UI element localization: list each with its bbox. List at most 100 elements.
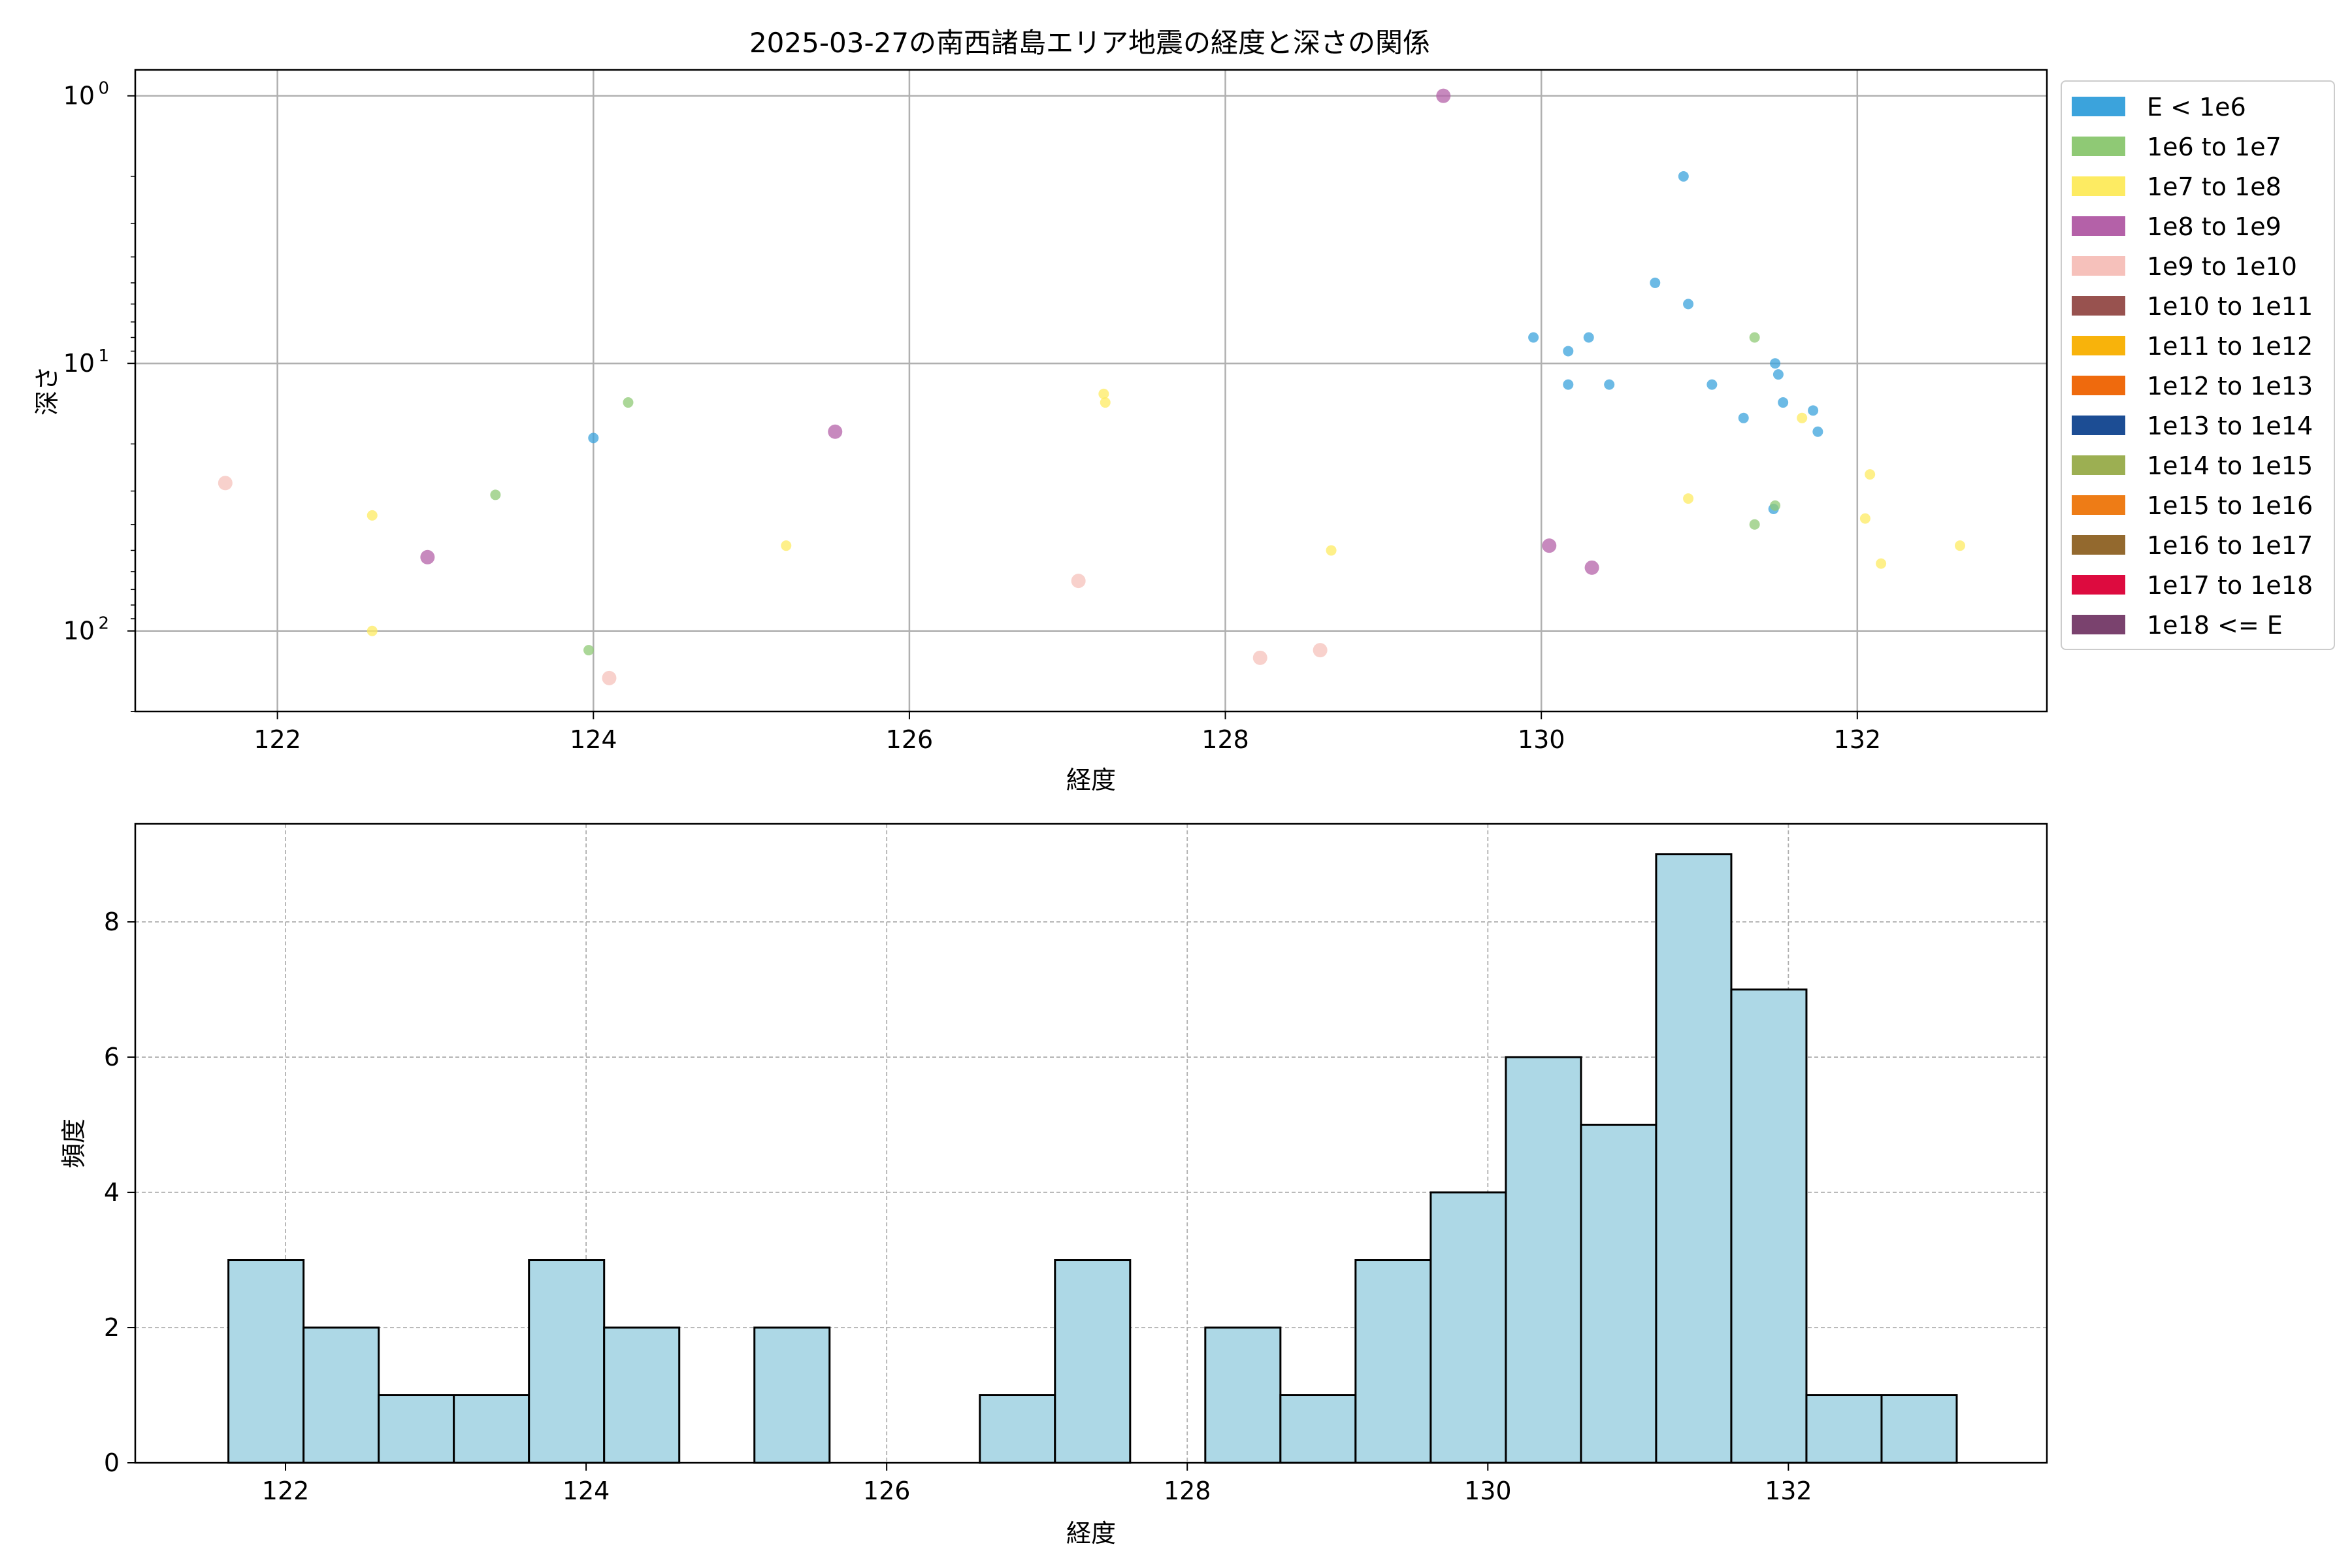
scatter-point	[1859, 513, 1870, 524]
scatter-point	[583, 645, 595, 656]
histogram-bar	[1655, 853, 1733, 1464]
legend-swatch	[2072, 256, 2125, 276]
histogram-bar	[227, 1259, 305, 1464]
histogram-y-tick-label: 4	[104, 1178, 120, 1207]
scatter-point	[1563, 379, 1574, 390]
scatter-y-tick-exponent: 0	[98, 79, 109, 99]
scatter-point	[1772, 369, 1784, 380]
scatter-point	[1749, 519, 1760, 530]
scatter-point	[1650, 277, 1661, 288]
histogram-y-tick-label: 0	[104, 1448, 120, 1477]
histogram-bar	[1204, 1326, 1282, 1464]
scatter-point	[367, 625, 378, 636]
scatter-x-tick-label: 122	[253, 725, 301, 754]
legend-swatch	[2072, 615, 2125, 634]
scatter-title: 2025-03-27の南西諸島エリア地震の経度と深さの関係	[749, 27, 1430, 59]
histogram-y-tick-label: 6	[104, 1043, 120, 1071]
scatter-point	[1584, 560, 1599, 575]
histogram-x-tick-label: 128	[1164, 1477, 1211, 1505]
histogram-x-tick-label: 130	[1464, 1477, 1512, 1505]
histogram-bar	[979, 1394, 1056, 1464]
scatter-point	[1738, 412, 1749, 423]
histogram-bar	[378, 1394, 455, 1464]
scatter-y-tick-label: 10	[63, 82, 95, 110]
scatter-y-axis-label: 深さ	[33, 366, 61, 416]
scatter-point	[1808, 405, 1819, 416]
legend-swatch	[2072, 535, 2125, 555]
legend-label: 1e7 to 1e8	[2147, 172, 2281, 201]
scatter-x-tick-label: 124	[570, 725, 617, 754]
scatter-point	[1770, 358, 1781, 369]
histogram-bar	[302, 1326, 380, 1464]
legend-label: 1e8 to 1e9	[2147, 212, 2281, 241]
scatter-point	[1797, 412, 1808, 423]
scatter-point	[588, 433, 599, 444]
histogram-x-tick-label: 126	[863, 1477, 911, 1505]
histogram-bar	[603, 1326, 681, 1464]
histogram-y-tick-label: 2	[104, 1313, 120, 1342]
histogram-x-tick-label: 122	[262, 1477, 310, 1505]
histogram-bar	[453, 1394, 531, 1464]
legend-label: 1e9 to 1e10	[2147, 252, 2297, 281]
histogram-bar	[1880, 1394, 1958, 1464]
histogram-bar	[1054, 1259, 1132, 1464]
legend-label: 1e12 to 1e13	[2147, 372, 2313, 400]
histogram-x-axis-label: 経度	[1066, 1519, 1116, 1548]
legend-swatch	[2072, 137, 2125, 156]
legend-swatch	[2072, 336, 2125, 355]
scatter-point	[1955, 540, 1965, 551]
scatter-point	[1778, 397, 1789, 408]
histogram-bar	[1429, 1191, 1507, 1464]
histogram-axes-frame	[134, 823, 2048, 1464]
scatter-point	[781, 540, 792, 551]
scatter-point	[1542, 538, 1557, 553]
scatter-point	[1436, 88, 1451, 103]
scatter-x-axis-label: 経度	[1066, 766, 1116, 794]
histogram-x-tick-label: 132	[1765, 1477, 1812, 1505]
histogram-y-axis-label: 頻度	[59, 1119, 88, 1168]
legend-label: 1e13 to 1e14	[2147, 412, 2313, 440]
legend-label: 1e17 to 1e18	[2147, 571, 2313, 600]
histogram-ticks: 122 124 126 128 130 132 0 2 4 6 8	[104, 907, 1812, 1505]
scatter-point	[1812, 426, 1823, 437]
scatter-point	[623, 397, 634, 408]
histogram-y-tick-label: 8	[104, 907, 120, 936]
scatter-point	[367, 510, 378, 521]
legend-swatch	[2072, 575, 2125, 595]
scatter-point	[1563, 346, 1574, 357]
legend-swatch	[2072, 97, 2125, 116]
legend-label: 1e11 to 1e12	[2147, 332, 2313, 361]
scatter-point	[490, 489, 501, 500]
scatter-axes-frame	[134, 69, 2048, 713]
scatter-point	[420, 549, 435, 564]
histogram-panel: 122 124 126 128 130 132 0 2 4 6 8 経度 頻度	[59, 823, 2048, 1548]
legend-swatch	[2072, 296, 2125, 316]
scatter-y-tick-label: 10	[63, 349, 95, 378]
scatter-x-tick-label: 126	[886, 725, 934, 754]
legend-swatch	[2072, 176, 2125, 196]
scatter-point	[1707, 379, 1718, 390]
histogram-bar	[1805, 1394, 1883, 1464]
legend-label: E < 1e6	[2147, 93, 2246, 122]
scatter-point	[1326, 545, 1337, 556]
histogram-bar	[1505, 1056, 1582, 1464]
scatter-point	[1098, 388, 1109, 399]
scatter-x-tick-label: 130	[1518, 725, 1565, 754]
scatter-y-tick-exponent: 2	[98, 614, 109, 634]
scatter-point	[218, 476, 233, 491]
scatter-point	[1865, 469, 1876, 480]
scatter-point	[1604, 379, 1615, 390]
scatter-point	[828, 424, 843, 439]
legend-swatch	[2072, 216, 2125, 236]
legend-swatch	[2072, 455, 2125, 475]
scatter-y-tick-label: 10	[63, 617, 95, 645]
legend-label: 1e10 to 1e11	[2147, 292, 2313, 321]
scatter-point	[1683, 493, 1694, 504]
histogram-bar	[1354, 1259, 1432, 1464]
legend-swatch	[2072, 495, 2125, 515]
legend-label: 1e15 to 1e16	[2147, 491, 2313, 520]
scatter-point	[1678, 171, 1689, 182]
scatter-y-tick-exponent: 1	[98, 346, 109, 366]
